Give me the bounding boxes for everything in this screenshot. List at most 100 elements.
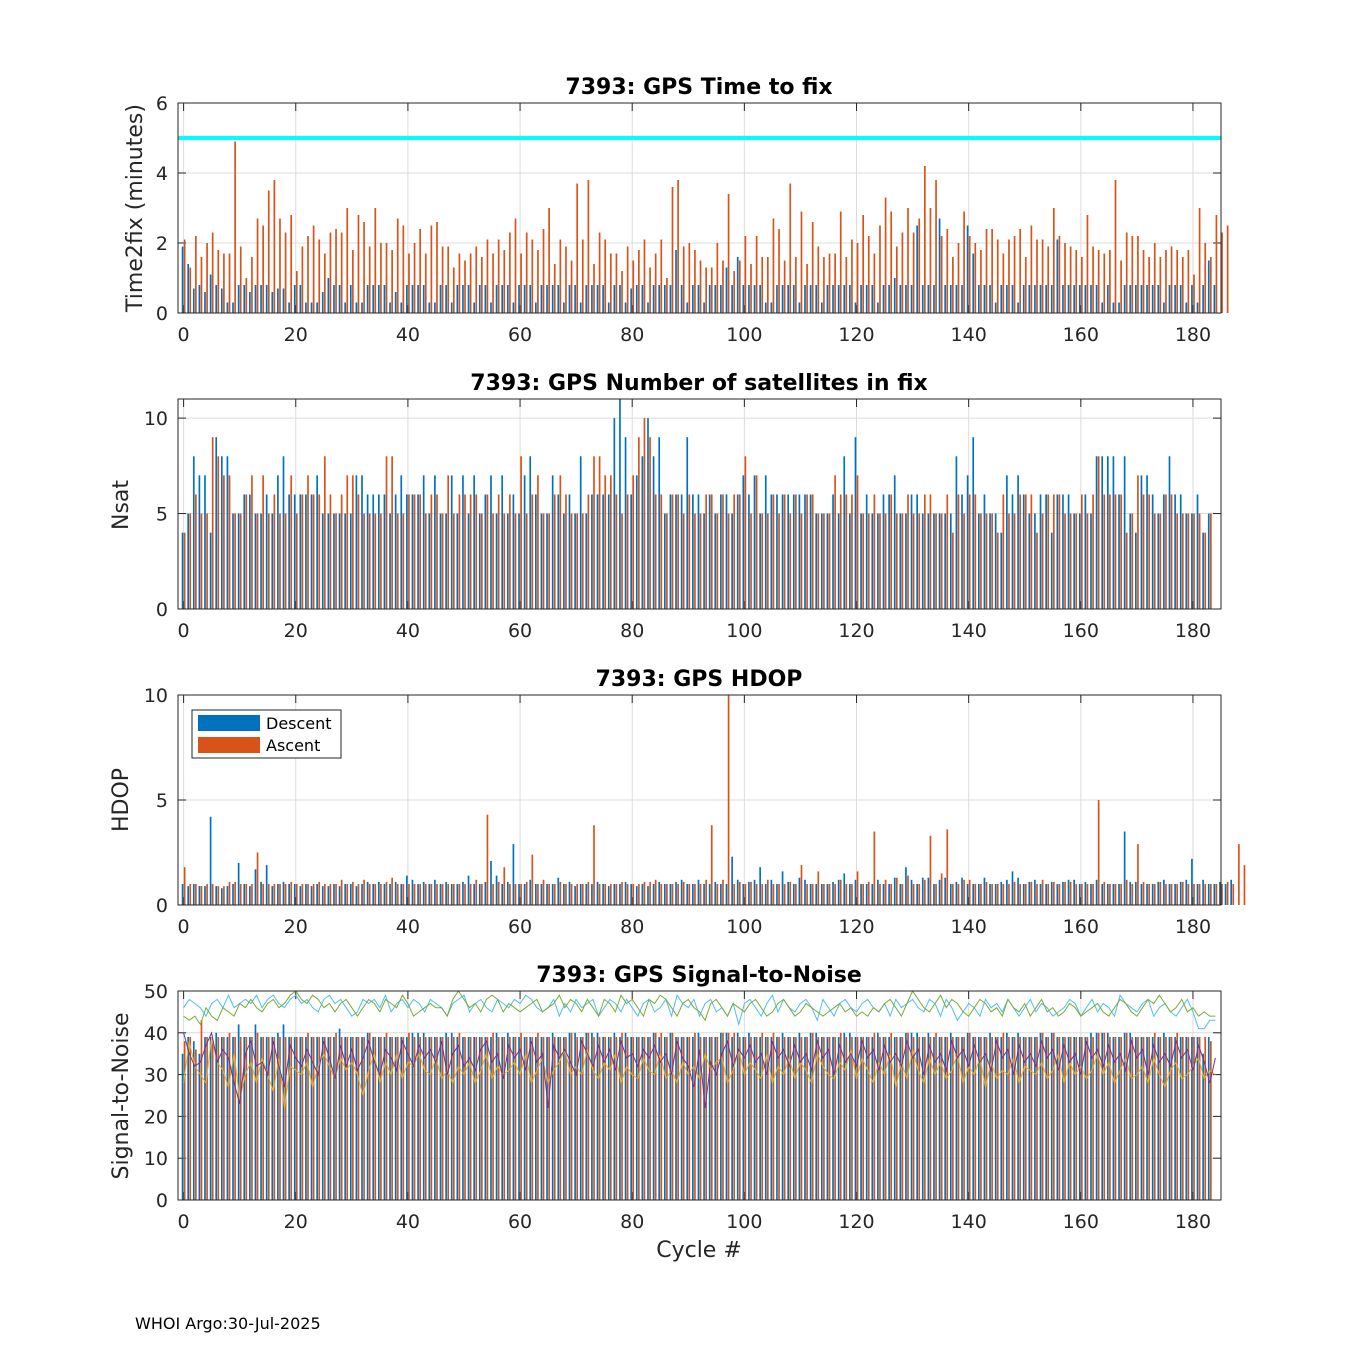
ascent-bar [968, 1032, 971, 1200]
descent-bar [804, 879, 806, 905]
descent-bar [1202, 532, 1204, 609]
descent-bar [596, 881, 599, 905]
descent-bar [512, 1036, 515, 1200]
ascent-bar [632, 884, 635, 905]
descent-bar [518, 884, 520, 905]
descent-bar [467, 875, 470, 905]
ascent-bar [649, 267, 651, 313]
descent-bar [1101, 302, 1104, 313]
descent-bar [832, 285, 834, 313]
descent-bar [882, 285, 885, 313]
descent-bar [658, 1036, 661, 1200]
x-tick-label: 100 [726, 620, 762, 642]
ascent-bar [1193, 884, 1195, 905]
ascent-bar [1081, 884, 1083, 905]
descent-bar [490, 302, 492, 313]
ascent-bar [1209, 513, 1212, 609]
descent-bar [1022, 884, 1025, 905]
descent-bar [187, 264, 190, 313]
descent-bar [484, 1036, 487, 1200]
ascent-bar [1103, 253, 1106, 313]
descent-bar [1151, 1036, 1154, 1200]
descent-bar [277, 475, 279, 609]
descent-bar [400, 884, 403, 905]
descent-bar [961, 877, 963, 905]
ascent-bar [335, 884, 337, 905]
ascent-bar [895, 246, 898, 313]
descent-bar [361, 302, 363, 313]
ascent-bar [329, 1036, 332, 1200]
ascent-bar [256, 852, 259, 905]
descent-bar [271, 886, 274, 905]
ascent-bar [363, 222, 365, 313]
ascent-bar [1047, 884, 1050, 905]
descent-bar [1017, 475, 1019, 609]
descent-bar [720, 285, 722, 313]
ascent-bar [514, 884, 517, 905]
ascent-bar [531, 494, 534, 609]
descent-bar [1140, 475, 1143, 609]
descent-bar [989, 1032, 991, 1200]
ascent-bar [1097, 250, 1100, 313]
ascent-bar [548, 1036, 550, 1200]
descent-bar [776, 1036, 778, 1200]
ascent-bar [1064, 513, 1066, 609]
ascent-bar [1069, 881, 1072, 905]
ascent-bar [912, 232, 915, 313]
descent-bar [204, 886, 206, 905]
ascent-bar [581, 1036, 584, 1200]
ascent-bar [1069, 246, 1072, 313]
ascent-bar [352, 250, 354, 313]
ascent-bar [396, 1036, 399, 1200]
ascent-bar [823, 1036, 825, 1200]
descent-bar [529, 879, 532, 905]
descent-bar [540, 513, 543, 609]
ascent-bar [1198, 513, 1201, 609]
ascent-bar [323, 1036, 326, 1200]
descent-bar [860, 1036, 862, 1200]
ascent-bar [1019, 884, 1022, 905]
ascent-bar [464, 884, 466, 905]
descent-bar [860, 884, 862, 905]
ascent-bar [795, 257, 797, 313]
y-axis-label: Signal-to-Noise [109, 1013, 134, 1180]
descent-bar [815, 285, 818, 313]
ascent-bar [279, 1036, 281, 1200]
ascent-bar [677, 180, 679, 313]
descent-bar [669, 884, 672, 905]
ascent-bar [744, 884, 747, 905]
ascent-bar [553, 494, 556, 609]
descent-bar [1106, 456, 1109, 609]
ascent-bar [828, 253, 831, 313]
ascent-bar [615, 494, 618, 609]
ascent-bar [1148, 1036, 1150, 1200]
descent-bar [708, 884, 711, 905]
descent-bar [495, 1032, 498, 1200]
descent-bar [933, 285, 935, 313]
ascent-bar [340, 494, 343, 609]
ascent-bar [710, 825, 713, 905]
descent-bar [753, 285, 756, 313]
ascent-bar [716, 513, 719, 609]
ascent-bar [722, 879, 724, 905]
descent-bar [753, 475, 756, 609]
ascent-bar [974, 884, 977, 905]
descent-bar [1084, 285, 1087, 313]
ascent-bar [654, 1032, 657, 1200]
ascent-bar [1052, 1032, 1055, 1200]
ascent-bar [940, 873, 943, 905]
ascent-bar [1148, 884, 1150, 905]
descent-bar [260, 1036, 262, 1200]
descent-bar [977, 285, 980, 313]
ascent-bar [565, 884, 567, 905]
descent-bar [462, 1036, 464, 1200]
ascent-bar [284, 232, 287, 313]
descent-bar [366, 881, 369, 905]
descent-bar [635, 886, 638, 905]
ascent-bar [570, 884, 573, 905]
descent-bar [1129, 285, 1132, 313]
descent-bar [1123, 831, 1126, 905]
ascent-bar [267, 513, 270, 609]
descent-bar [344, 1036, 347, 1200]
ascent-bar [1159, 513, 1162, 609]
